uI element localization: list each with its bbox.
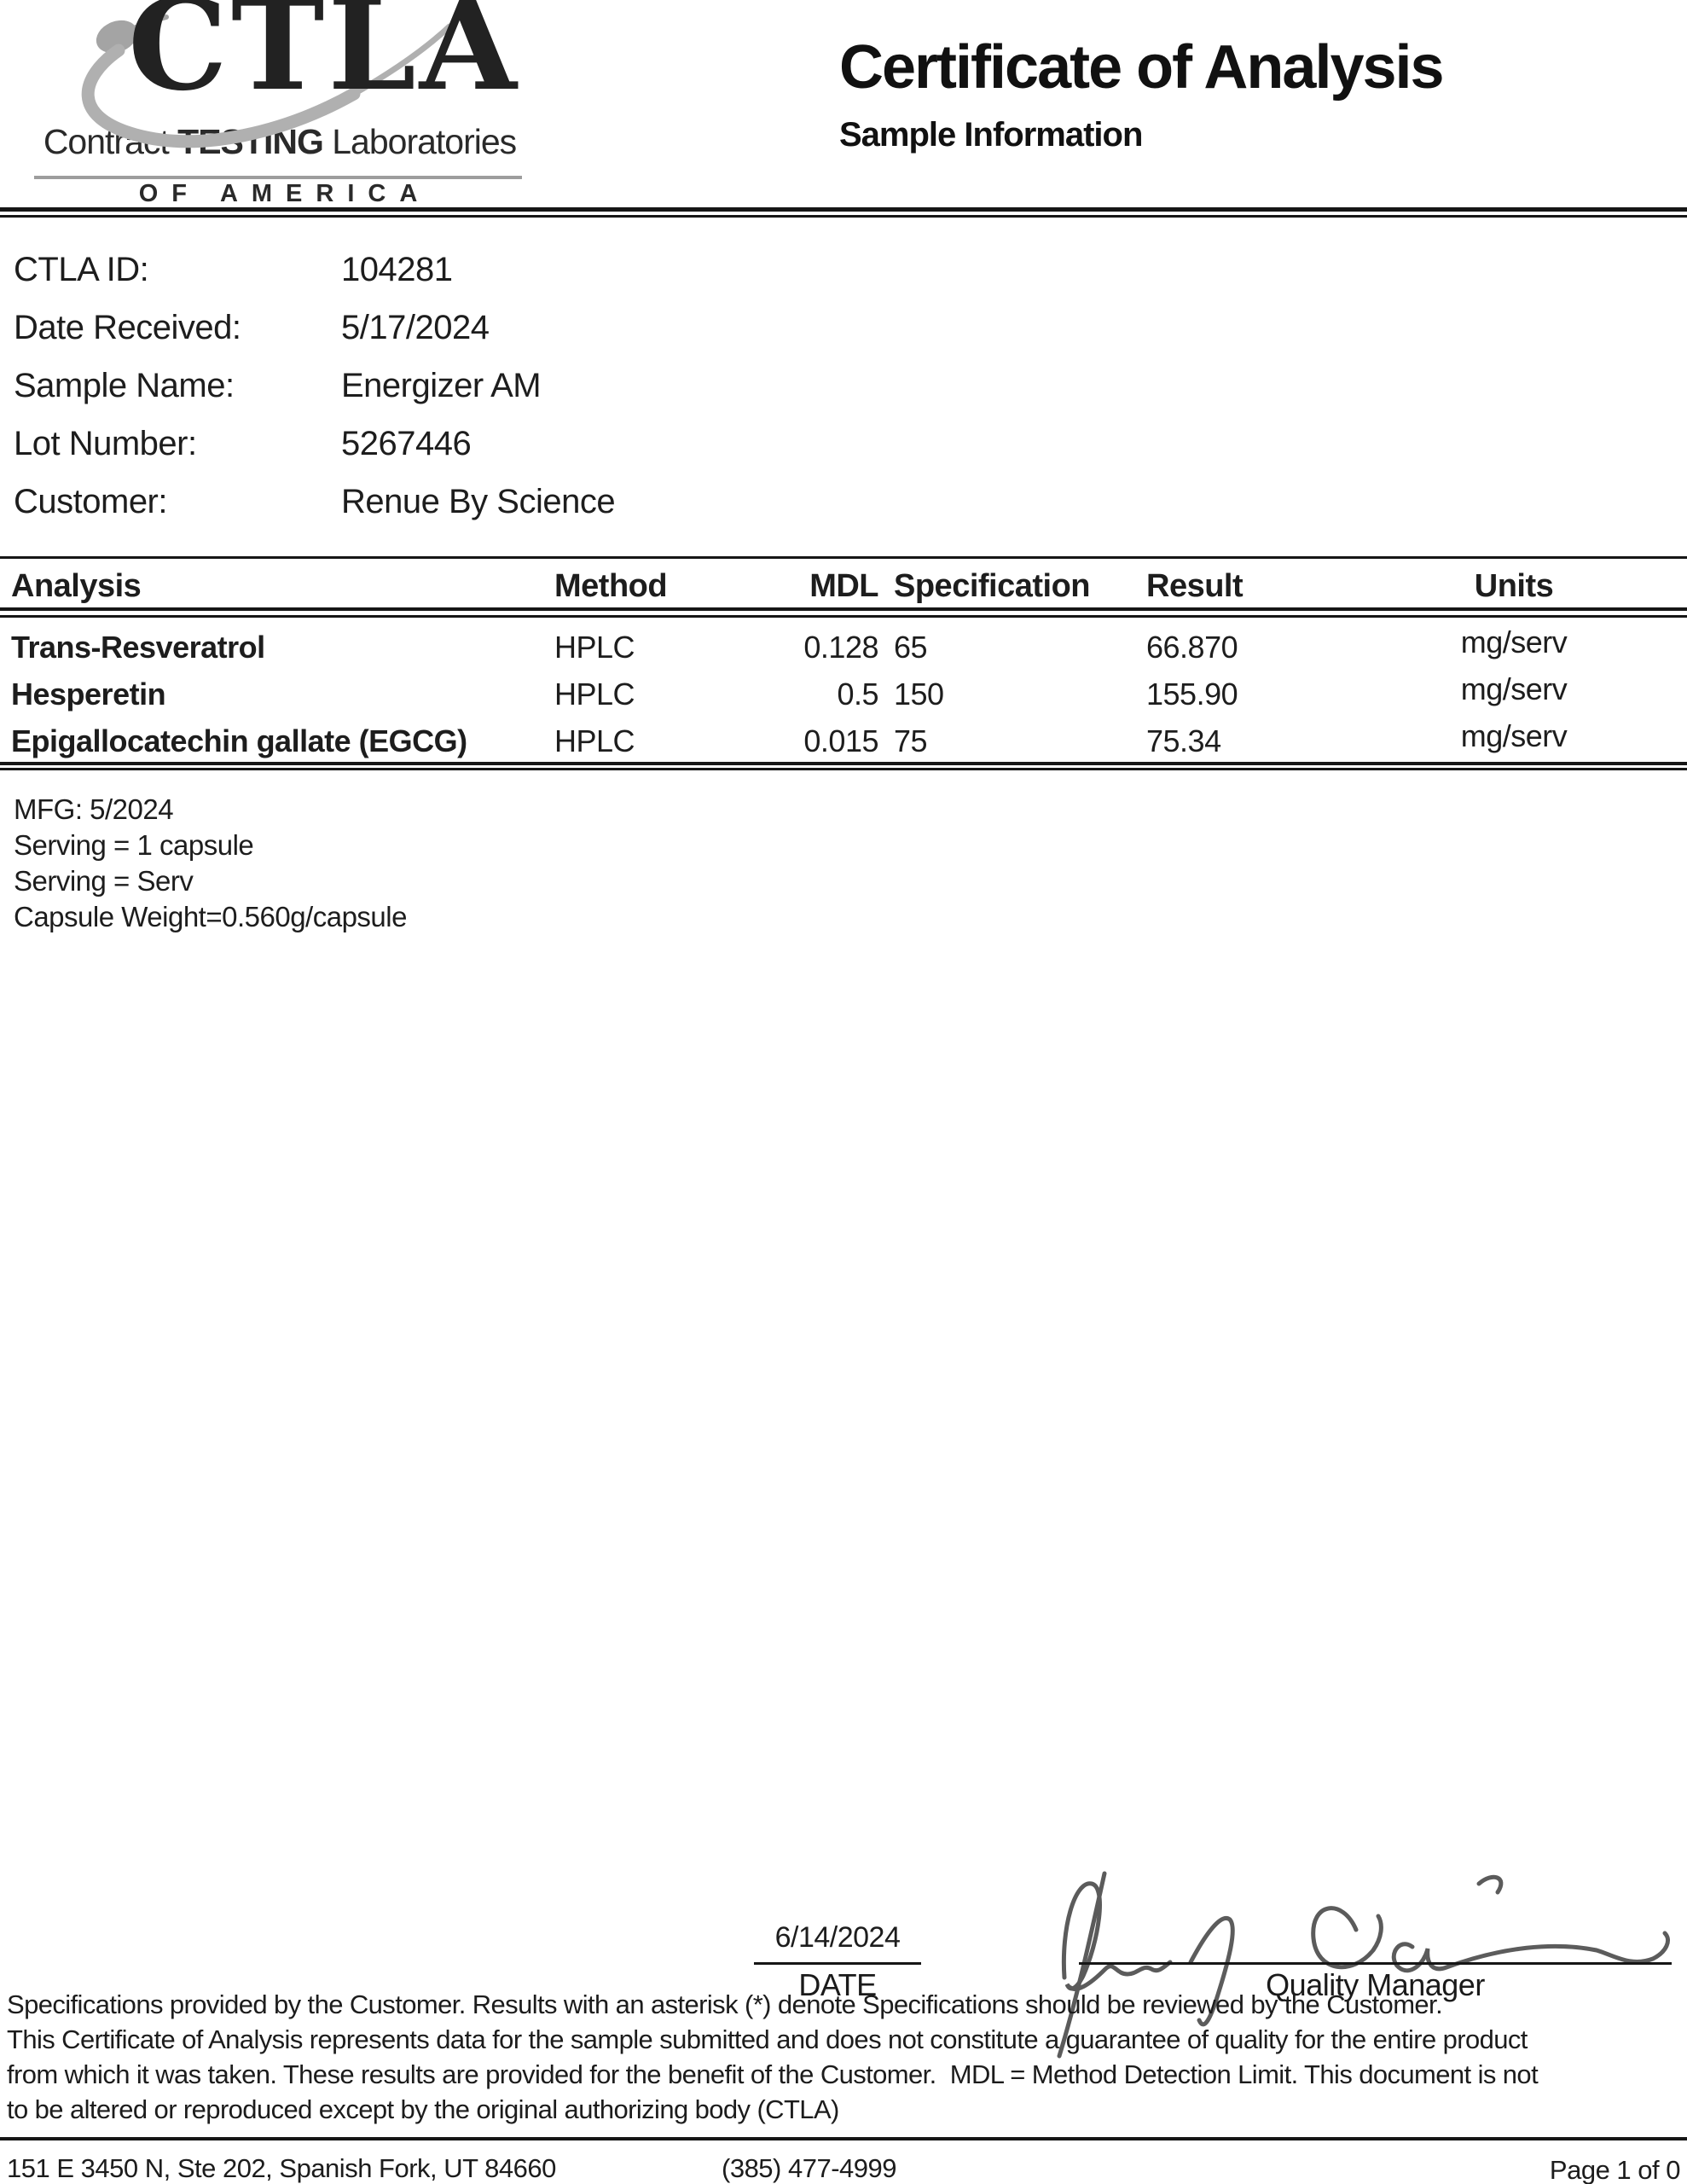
logo-tagline-post: Laboratories bbox=[322, 122, 517, 161]
column-header-specification: Specification bbox=[894, 568, 1091, 604]
footer-rule bbox=[0, 2137, 1687, 2140]
column-header-mdl: MDL bbox=[809, 568, 878, 604]
field-value-customer: Renue By Science bbox=[341, 483, 616, 520]
field-label-lot-number: Lot Number: bbox=[14, 425, 197, 462]
field-label-date-received: Date Received: bbox=[14, 309, 241, 346]
signature-date: 6/14/2024 bbox=[774, 1921, 901, 1954]
table-header-rule-1 bbox=[0, 607, 1687, 611]
logo-divider-line bbox=[34, 176, 522, 179]
quality-manager-label: Quality Manager bbox=[1266, 1967, 1485, 2002]
cell-analysis: Trans-Resveratrol bbox=[11, 630, 265, 665]
cell-specification: 150 bbox=[894, 677, 944, 712]
disclaimer-line-4: to be altered or reproduced except by th… bbox=[7, 2094, 839, 2124]
cell-result: 75.34 bbox=[1146, 723, 1221, 758]
field-value-ctla-id: 104281 bbox=[341, 251, 453, 288]
note-serving-2: Serving = Serv bbox=[14, 865, 194, 897]
footer-address: 151 E 3450 N, Ste 202, Spanish Fork, UT … bbox=[7, 2153, 556, 2183]
cell-analysis: Epigallocatechin gallate (EGCG) bbox=[11, 723, 467, 758]
column-header-result: Result bbox=[1146, 568, 1244, 604]
table-rule-top bbox=[0, 556, 1687, 559]
disclaimer-line-3: from which it was taken. These results a… bbox=[7, 2059, 1539, 2089]
page-title: Certificate of Analysis bbox=[839, 33, 1445, 102]
cell-units: mg/serv bbox=[1460, 718, 1568, 753]
cell-method: HPLC bbox=[554, 677, 635, 712]
disclaimer-line-2: This Certificate of Analysis represents … bbox=[7, 2024, 1528, 2054]
header-rule-bottom bbox=[0, 215, 1687, 218]
field-label-sample-name: Sample Name: bbox=[14, 367, 235, 404]
table-rule-bottom-1 bbox=[0, 762, 1687, 765]
logo-of-america: OF AMERICA bbox=[138, 180, 432, 207]
field-value-lot-number: 5267446 bbox=[341, 425, 472, 462]
note-serving-1: Serving = 1 capsule bbox=[14, 829, 254, 861]
cell-specification: 75 bbox=[894, 723, 928, 758]
logo-swoosh-icon bbox=[81, 15, 453, 148]
cell-analysis: Hesperetin bbox=[11, 677, 166, 712]
cell-mdl: 0.5 bbox=[837, 677, 878, 712]
manager-signature-line bbox=[1079, 1962, 1672, 1965]
note-mfg: MFG: 5/2024 bbox=[14, 793, 174, 825]
field-value-date-received: 5/17/2024 bbox=[341, 309, 490, 346]
disclaimer-line-1: Specifications provided by the Customer.… bbox=[7, 1989, 1443, 2019]
field-label-customer: Customer: bbox=[14, 483, 168, 520]
cell-units: mg/serv bbox=[1460, 624, 1568, 659]
table-rule-bottom-2 bbox=[0, 768, 1687, 770]
cell-mdl: 0.128 bbox=[803, 630, 878, 665]
cell-method: HPLC bbox=[554, 630, 635, 665]
table-header-rule-2 bbox=[0, 615, 1687, 618]
field-label-ctla-id: CTLA ID: bbox=[14, 251, 149, 288]
cell-mdl: 0.015 bbox=[803, 723, 878, 758]
footer-page-number: Page 1 of 0 bbox=[1549, 2155, 1681, 2184]
page-subtitle: Sample Information bbox=[839, 116, 1143, 154]
cell-result: 155.90 bbox=[1146, 677, 1238, 712]
column-header-analysis: Analysis bbox=[11, 568, 142, 604]
column-header-units: Units bbox=[1474, 568, 1554, 604]
header-rule-top bbox=[0, 207, 1687, 212]
cell-specification: 65 bbox=[894, 630, 928, 665]
date-signature-line bbox=[754, 1962, 921, 1965]
footer-phone: (385) 477-4999 bbox=[722, 2153, 897, 2183]
note-capsule-weight: Capsule Weight=0.560g/capsule bbox=[14, 901, 407, 932]
date-label: DATE bbox=[798, 1967, 877, 2002]
cell-method: HPLC bbox=[554, 723, 635, 758]
field-value-sample-name: Energizer AM bbox=[341, 367, 542, 404]
cell-result: 66.870 bbox=[1146, 630, 1238, 665]
column-header-method: Method bbox=[554, 568, 668, 604]
cell-units: mg/serv bbox=[1460, 671, 1568, 706]
logo-acronym: CTLA bbox=[128, 0, 520, 119]
